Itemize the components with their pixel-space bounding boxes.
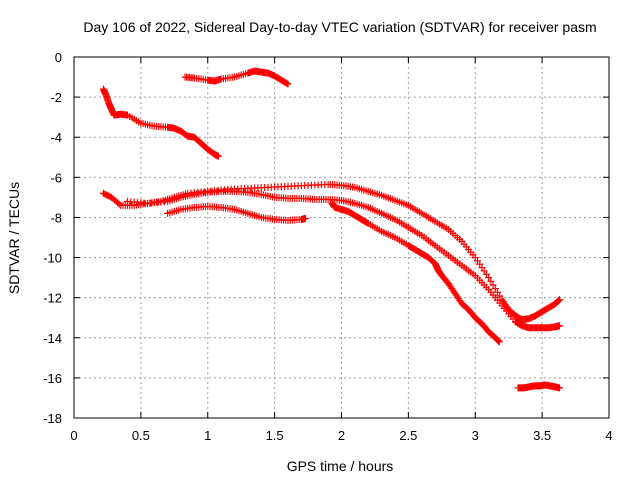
x-tick-label: 0: [70, 428, 77, 443]
y-tick-label: -4: [50, 130, 62, 145]
series-track-e: [164, 202, 309, 224]
data-points: [99, 67, 564, 392]
y-tick-label: -10: [43, 251, 62, 266]
data-point: [485, 274, 493, 282]
series-track-g: [514, 381, 564, 392]
y-tick-label: -14: [43, 331, 62, 346]
data-point: [496, 292, 504, 300]
x-axis-ticks: 0 0.5 1 1.5 2 2.5 3 3.5 4: [70, 57, 613, 443]
y-tick-label: -8: [50, 210, 62, 225]
data-point: [214, 152, 222, 160]
series-track-b: [99, 85, 222, 160]
data-point: [556, 296, 564, 304]
data-point: [494, 336, 502, 344]
data-point: [115, 200, 123, 208]
x-tick-label: 2.5: [399, 428, 417, 443]
chart-title: Day 106 of 2022, Sidereal Day-to-day VTE…: [83, 19, 596, 35]
y-tick-label: 0: [55, 50, 62, 65]
x-tick-label: 0.5: [132, 428, 150, 443]
x-tick-label: 2: [338, 428, 345, 443]
data-point: [489, 281, 497, 289]
data-point: [554, 297, 562, 305]
x-tick-label: 1: [204, 428, 211, 443]
series-track-a: [181, 67, 292, 88]
grid-lines: [74, 57, 609, 418]
y-axis-label: SDTVAR / TECUs: [6, 182, 22, 294]
data-point: [556, 384, 564, 392]
data-point: [555, 296, 563, 304]
y-tick-label: -12: [43, 291, 62, 306]
series-track-d: [124, 187, 564, 332]
data-point: [487, 277, 495, 285]
y-axis-ticks: 0 -2 -4 -6 -8 -10 -12 -14 -16 -18: [43, 50, 609, 426]
x-tick-label: 1.5: [266, 428, 284, 443]
data-point: [495, 337, 503, 345]
y-tick-label: -6: [50, 170, 62, 185]
data-point: [556, 322, 564, 330]
x-tick-label: 3.5: [533, 428, 551, 443]
data-point: [495, 338, 503, 346]
x-axis-label: GPS time / hours: [287, 458, 394, 474]
y-tick-label: -16: [43, 371, 62, 386]
x-tick-label: 3: [472, 428, 479, 443]
x-tick-label: 4: [605, 428, 612, 443]
series-track-f: [328, 199, 503, 346]
y-tick-label: -18: [43, 411, 62, 426]
data-point: [494, 288, 502, 296]
data-point: [491, 285, 499, 293]
data-point: [284, 80, 292, 88]
y-tick-label: -2: [50, 90, 62, 105]
data-point: [301, 214, 309, 222]
data-point: [283, 79, 291, 87]
